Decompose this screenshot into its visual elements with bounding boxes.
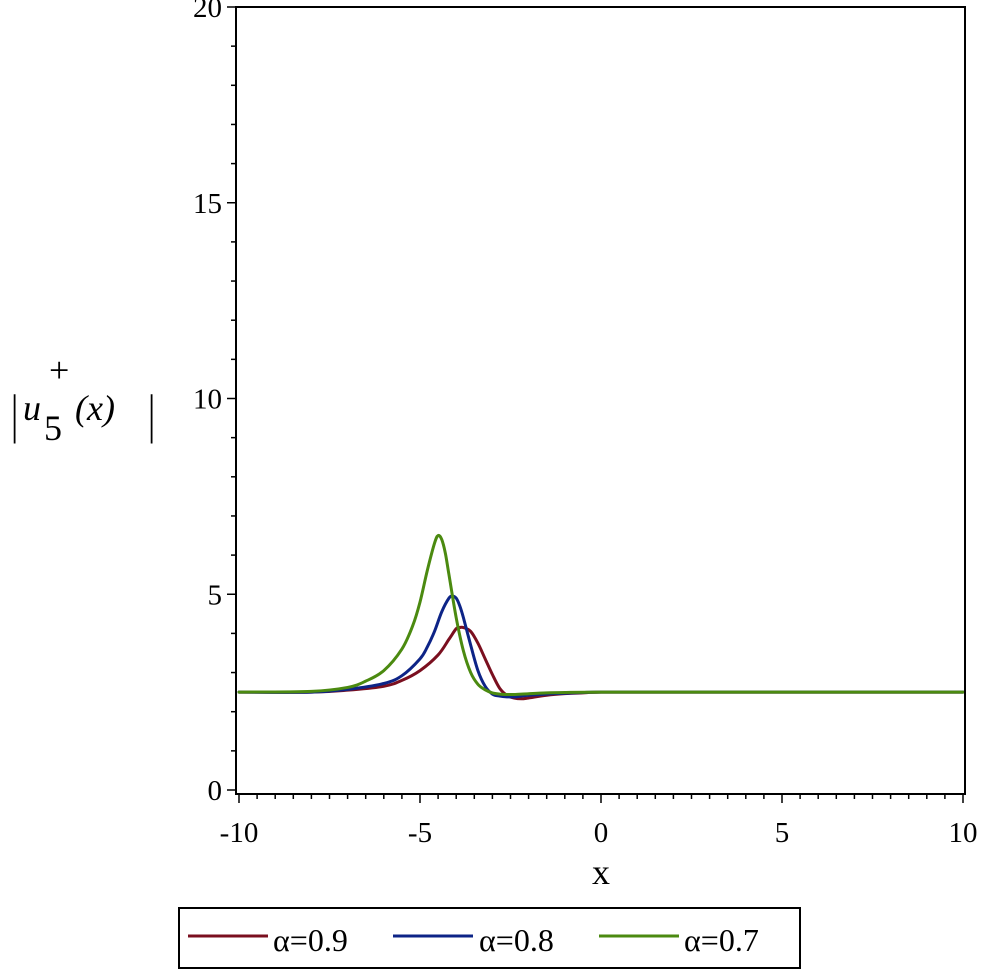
legend-label-1: α=0.8 (479, 922, 554, 958)
y-axis-title-subscript: 5 (44, 408, 62, 448)
y-axis-title-symbol: u (23, 388, 41, 428)
legend-box (178, 907, 801, 969)
plot-frame (235, 6, 966, 795)
legend-label-2: α=0.7 (684, 922, 759, 958)
y-axis-title: | u + 5 (x) | (11, 350, 155, 448)
y-tick-label: 20 (193, 0, 222, 24)
y-tick-label: 15 (193, 188, 222, 220)
y-axis-title-argument: (x) (75, 388, 115, 428)
y-axis-title-left-bar: | (11, 384, 18, 444)
plot-series (237, 533, 965, 701)
x-tick-label: 0 (594, 817, 609, 849)
legend-label-0: α=0.9 (273, 922, 348, 958)
x-tick-label: -10 (220, 817, 259, 849)
y-tick-label: 5 (208, 579, 223, 611)
y-axis-title-superscript: + (49, 350, 69, 390)
series-line-2 (237, 533, 965, 697)
x-axis-title: x (592, 852, 610, 892)
y-tick-label: 10 (193, 384, 222, 416)
y-axis-title-right-bar: | (148, 384, 155, 444)
x-tick-label: -5 (408, 817, 432, 849)
x-tick-label: 10 (949, 817, 978, 849)
x-tick-label: 5 (775, 817, 790, 849)
tick-labels: -10 -5 0 5 10 0 5 10 15 20 (193, 0, 978, 849)
y-tick-label: 0 (208, 775, 223, 807)
legend: α=0.9 α=0.8 α=0.7 (178, 907, 801, 969)
